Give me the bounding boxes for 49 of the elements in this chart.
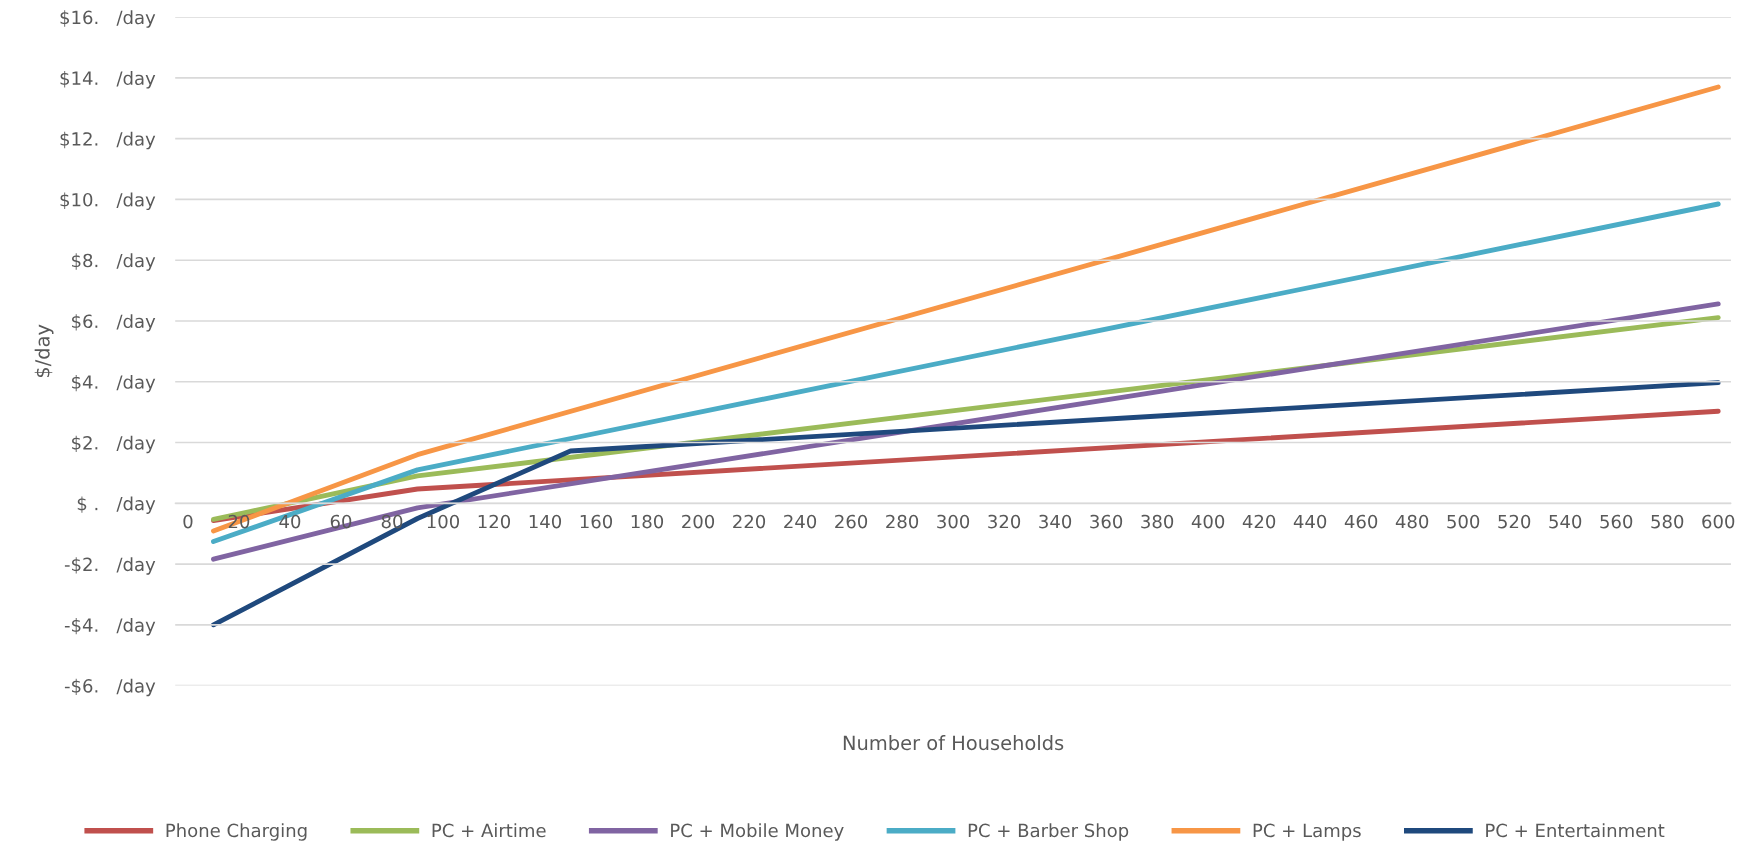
x-tick-label: 0: [183, 514, 193, 529]
x-tick-label: 40: [279, 514, 301, 529]
y-tick-label: -$2. /day: [64, 557, 156, 575]
y-tick-label: $4. /day: [72, 374, 156, 393]
x-tick-label: 420: [1242, 514, 1276, 529]
x-tick-label: 280: [886, 514, 919, 529]
x-tick-label: 440: [1293, 514, 1327, 529]
y-tick-label: -$4. /day: [64, 617, 156, 636]
x-tick-label: 180: [631, 514, 664, 529]
x-tick-label: 540: [1549, 514, 1582, 529]
x-tick-label: 140: [529, 514, 562, 529]
legend-label: PC + Airtime: [432, 823, 546, 838]
x-tick-label: 120: [478, 514, 511, 529]
x-tick-label: 500: [1447, 514, 1480, 529]
x-tick-label: 100: [427, 514, 460, 529]
x-tick-label: 300: [937, 514, 970, 529]
y-tick-label: $12. /day: [60, 131, 156, 150]
x-tick-label: 400: [1191, 514, 1225, 529]
y-tick-label: $14. /day: [60, 71, 156, 89]
x-tick-label: 380: [1141, 514, 1174, 529]
x-tick-label: 240: [784, 514, 817, 529]
legend-label: PC + Lamps: [1253, 823, 1361, 841]
x-tick-label: 200: [682, 514, 715, 529]
legend-label: PC + Mobile Money: [671, 823, 844, 841]
legend-label: PC + Barber Shop: [968, 823, 1129, 841]
x-tick-label: 480: [1395, 514, 1429, 529]
legend-label: PC + Entertainment: [1486, 823, 1665, 838]
y-tick-label: -$6. /day: [64, 678, 156, 697]
y-tick-label: $16. /day: [60, 10, 156, 28]
x-tick-label: 320: [988, 514, 1021, 529]
y-tick-label: $8. /day: [72, 253, 156, 271]
y-tick-label: $6. /day: [72, 314, 156, 332]
x-tick-label: 560: [1600, 514, 1633, 529]
x-tick-label: 360: [1090, 514, 1123, 529]
x-tick-label: 600: [1702, 514, 1735, 529]
y-tick-label: $10. /day: [60, 192, 156, 211]
x-tick-label: 520: [1498, 514, 1531, 529]
x-tick-label: 340: [1039, 514, 1072, 529]
x-tick-label: 580: [1651, 514, 1684, 529]
x-tick-label: 460: [1344, 514, 1378, 529]
x-tick-label: 80: [381, 514, 403, 529]
x-tick-label: 160: [580, 514, 613, 529]
x-tick-label: 260: [835, 514, 868, 529]
y-tick-label: $ . /day: [77, 496, 156, 514]
x-axis-title: Number of Households: [843, 735, 1064, 751]
x-tick-label: 220: [733, 514, 766, 529]
legend-label: Phone Charging: [166, 823, 307, 841]
y-tick-label: $2. /day: [72, 435, 156, 454]
y-axis-title: $/day: [34, 324, 54, 378]
